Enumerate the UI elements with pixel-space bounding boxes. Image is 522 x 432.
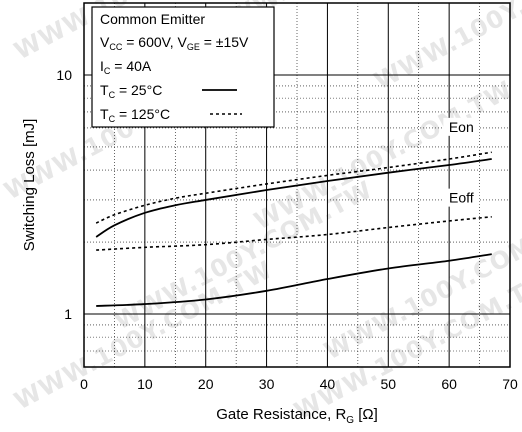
legend-line-1: Common Emitter [100,11,205,27]
x-tick-label: 60 [441,376,457,392]
x-tick-label: 40 [320,376,336,392]
watermark-text: WWW.100Y.COM.TW [110,175,377,335]
plot-border [83,2,511,368]
y-axis-title: Switching Loss [mJ] [21,119,38,252]
x-tick-label: 30 [259,376,275,392]
legend-line-2: VCC = 600V, VGE = ±15V [100,34,249,52]
legend-frame [91,6,275,128]
watermark-text: WWW.100Y.COM.TW [250,75,517,235]
series-line-eoff-125c [96,216,492,251]
series-label-bg [443,188,480,207]
legend-box: Common Emitter VCC = 600V, VGE = ±15V IC =… [91,6,275,128]
x-axis-title: Gate Resistance, RG [Ω] [216,406,378,426]
legend-line-4: TC = 25°C [100,82,162,100]
series-layer [95,151,492,307]
axis-layer: 0 10 20 30 40 50 60 70 1 10 Gate Resistance, RG [Ω… [21,67,518,426]
x-tick-label: 20 [198,376,214,392]
x-tick-label: 70 [502,376,518,392]
series-label-eon: Eon [449,119,474,135]
y-tick-label: 10 [56,67,72,83]
series-line-eon-25c [95,158,492,238]
y-tick-label: 1 [64,306,72,322]
series-label-bg [443,117,480,136]
x-tick-label: 50 [380,376,396,392]
x-tick-label: 0 [80,376,88,392]
plot-frame [83,2,511,368]
legend-line-3: IC = 40A [100,58,152,76]
legend-line-5: TC = 125°C [100,106,170,124]
series-line-eoff-25c [96,253,492,307]
series-label-layer: Eon Eoff [443,117,480,207]
series-line-eon-125c [95,151,492,224]
series-label-eoff: Eoff [449,190,474,206]
x-tick-label: 10 [137,376,153,392]
